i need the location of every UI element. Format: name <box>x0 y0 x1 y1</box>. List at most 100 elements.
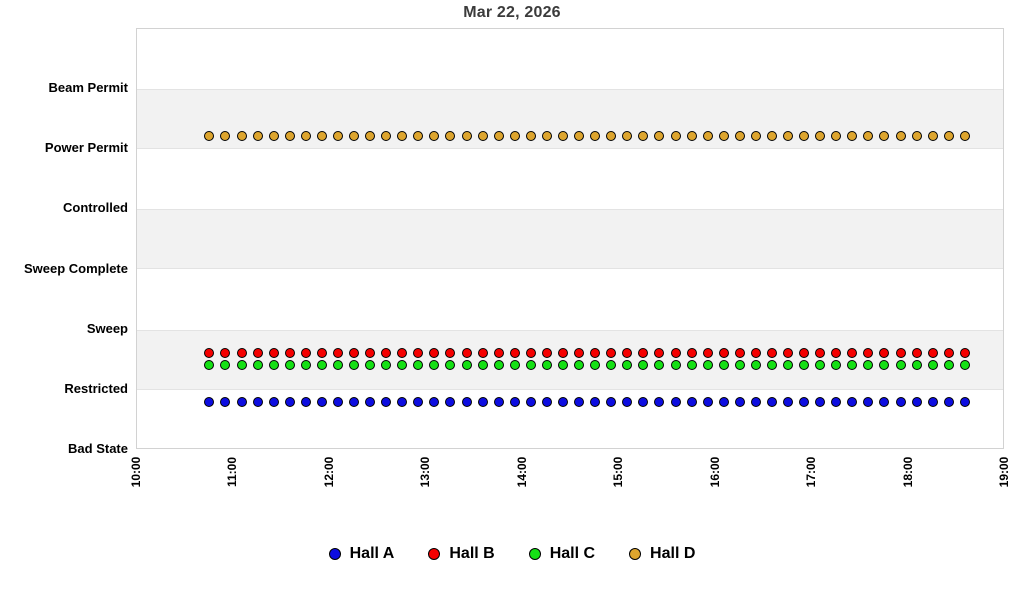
y-axis-label: Beam Permit <box>48 80 128 96</box>
data-point <box>831 359 842 370</box>
data-point <box>895 396 906 407</box>
data-point <box>365 396 376 407</box>
data-point <box>638 396 649 407</box>
y-axis-label: Bad State <box>68 441 128 456</box>
data-point <box>590 347 601 358</box>
data-point <box>847 347 858 358</box>
x-axis-tick-label: 17:00 <box>804 456 819 488</box>
data-point <box>558 396 568 407</box>
data-point <box>461 131 472 142</box>
data-point <box>654 396 665 407</box>
data-point <box>365 359 376 370</box>
data-point <box>702 347 713 358</box>
data-point <box>284 347 295 358</box>
shaded-row-band <box>137 89 1003 150</box>
data-point <box>236 359 247 370</box>
data-point <box>750 347 761 358</box>
data-point <box>541 359 552 370</box>
data-point <box>445 131 456 142</box>
data-point <box>461 347 472 358</box>
x-axis-tick-label: 11:00 <box>225 456 240 488</box>
data-point <box>413 347 424 358</box>
data-point <box>766 131 777 142</box>
data-point <box>911 359 922 370</box>
data-point <box>268 131 279 142</box>
x-axis-tick-label: 18:00 <box>900 456 915 488</box>
data-point <box>863 396 874 407</box>
data-point <box>332 347 343 358</box>
data-point <box>268 396 279 407</box>
data-point <box>574 396 584 407</box>
legend-label: Hall D <box>650 545 696 562</box>
data-point <box>863 347 874 358</box>
data-point <box>316 347 327 358</box>
data-point <box>268 347 279 358</box>
data-point <box>541 347 552 358</box>
chart-legend: Hall A Hall B Hall C Hall D <box>0 540 1024 568</box>
legend-marker-icon <box>528 548 541 560</box>
data-point <box>718 359 729 370</box>
data-point <box>847 359 858 370</box>
data-point <box>927 347 938 358</box>
data-point <box>879 131 890 142</box>
data-point <box>783 131 793 142</box>
data-point <box>300 359 311 370</box>
data-point <box>622 359 633 370</box>
data-point <box>204 131 215 142</box>
data-point <box>927 396 938 407</box>
data-point <box>959 359 970 370</box>
legend-item-hall-c[interactable]: Hall C <box>528 545 595 563</box>
data-point <box>766 347 777 358</box>
legend-item-hall-a[interactable]: Hall A <box>328 545 395 563</box>
data-point <box>670 131 681 142</box>
data-point <box>204 396 215 407</box>
data-point <box>815 347 826 358</box>
data-point <box>509 131 520 142</box>
data-point <box>493 347 504 358</box>
data-point <box>236 396 247 407</box>
data-point <box>252 359 263 370</box>
data-point <box>397 347 408 358</box>
plot-area <box>136 28 1004 449</box>
data-point <box>252 347 263 358</box>
data-point <box>413 359 424 370</box>
data-point <box>300 396 311 407</box>
data-point <box>558 359 568 370</box>
data-point <box>525 396 536 407</box>
legend-item-hall-b[interactable]: Hall B <box>428 545 495 563</box>
data-point <box>847 131 858 142</box>
x-axis-tick-label: 13:00 <box>418 456 433 488</box>
data-point <box>590 396 601 407</box>
legend-marker-icon <box>428 548 441 560</box>
data-point <box>493 359 504 370</box>
data-point <box>943 396 954 407</box>
data-point <box>445 359 456 370</box>
data-point <box>766 396 777 407</box>
legend-label: Hall A <box>349 545 395 562</box>
data-point <box>509 359 520 370</box>
data-point <box>397 131 408 142</box>
data-point <box>381 347 392 358</box>
data-point <box>332 396 343 407</box>
data-point <box>413 131 424 142</box>
data-point <box>927 359 938 370</box>
data-point <box>220 131 231 142</box>
data-point <box>445 347 456 358</box>
data-point <box>943 131 954 142</box>
data-point <box>702 396 713 407</box>
legend-item-hall-d[interactable]: Hall D <box>629 545 695 563</box>
data-point <box>959 131 970 142</box>
data-point <box>686 131 697 142</box>
x-axis-tick-label: 15:00 <box>611 456 626 488</box>
data-point <box>541 396 552 407</box>
data-point <box>686 359 697 370</box>
data-point <box>220 396 231 407</box>
data-point <box>734 396 745 407</box>
data-point <box>349 131 359 142</box>
x-axis-tick-label: 12:00 <box>321 456 336 488</box>
shaded-row-band <box>137 209 1003 270</box>
data-point <box>349 396 359 407</box>
data-point <box>815 359 826 370</box>
data-point <box>622 131 633 142</box>
data-point <box>445 396 456 407</box>
